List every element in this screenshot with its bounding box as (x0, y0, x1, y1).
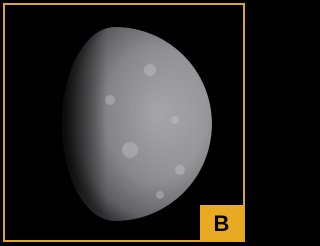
image-panel: B (0, 0, 249, 246)
panel-label: B (214, 211, 230, 236)
page: {"label": "B"} B (() => { const data = J (0, 0, 249, 246)
